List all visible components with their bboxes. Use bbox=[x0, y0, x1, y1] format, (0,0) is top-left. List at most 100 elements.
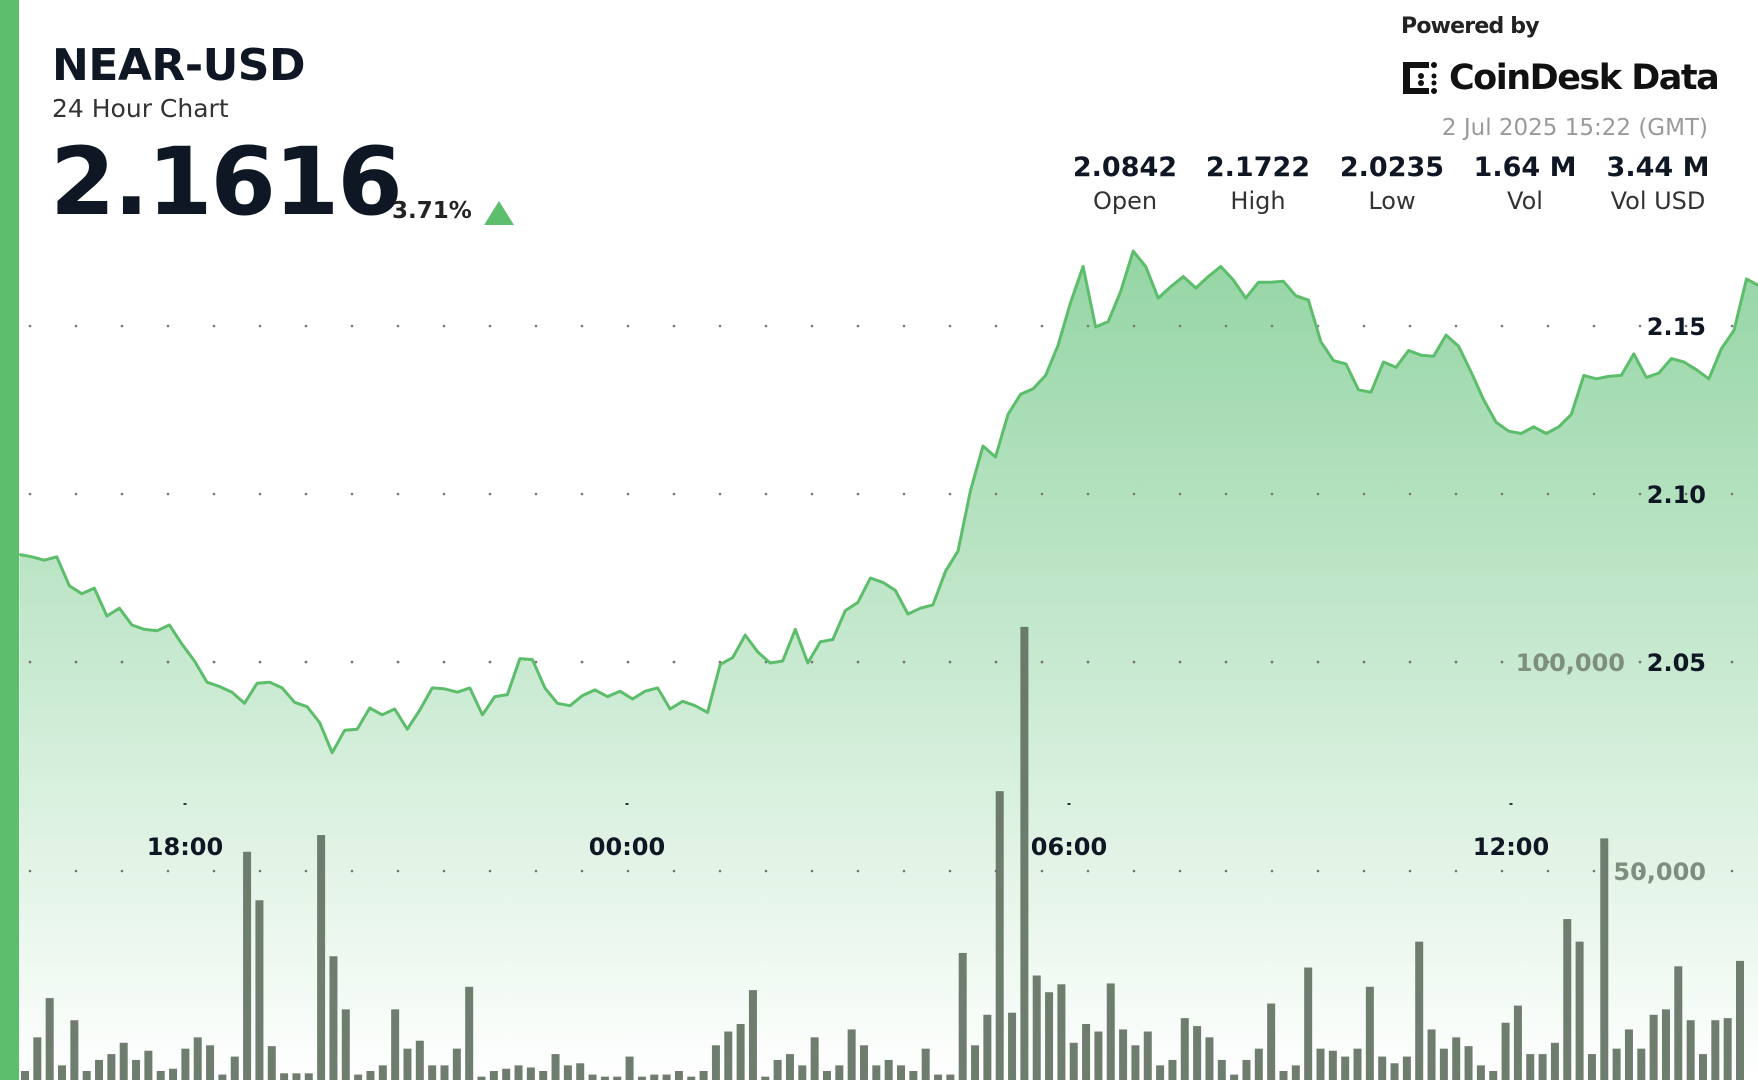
volume-bar bbox=[1180, 1018, 1189, 1080]
volume-tick-label: 100,000 bbox=[1516, 649, 1625, 677]
volume-bar bbox=[1563, 919, 1572, 1080]
volume-gridline-dot bbox=[1132, 869, 1136, 873]
volume-gridline-dot bbox=[1638, 660, 1642, 664]
volume-gridline-dot bbox=[1592, 869, 1596, 873]
price-gridline-dot bbox=[350, 324, 354, 328]
stat-label: High bbox=[1230, 187, 1286, 215]
symbol-title: NEAR-USD bbox=[52, 40, 306, 91]
volume-bar bbox=[255, 900, 264, 1080]
price-gridline-dot bbox=[1086, 492, 1090, 496]
price-gridline-dot bbox=[1454, 324, 1458, 328]
volume-bar bbox=[1489, 1071, 1498, 1080]
price-gridline-dot bbox=[1638, 492, 1642, 496]
volume-gridline-dot bbox=[810, 660, 814, 664]
price-gridline-dot bbox=[1730, 324, 1734, 328]
price-gridline-dot bbox=[74, 324, 78, 328]
volume-bar bbox=[1020, 626, 1029, 1080]
price-gridline-dot bbox=[396, 324, 400, 328]
volume-bar bbox=[748, 990, 757, 1080]
volume-bar bbox=[1575, 941, 1584, 1080]
volume-bar bbox=[600, 1076, 609, 1080]
price-gridline-dot bbox=[120, 324, 124, 328]
volume-bar bbox=[95, 1059, 104, 1080]
price-gridline-dot bbox=[856, 324, 860, 328]
volume-bar bbox=[785, 1054, 794, 1080]
volume-bar bbox=[1094, 1031, 1103, 1080]
volume-gridline-dot bbox=[74, 869, 78, 873]
price-gridline-dot bbox=[304, 324, 308, 328]
volume-bar bbox=[687, 1076, 696, 1080]
price-gridline-dot bbox=[1040, 492, 1044, 496]
price-gridline-dot bbox=[1592, 492, 1596, 496]
volume-gridline-dot bbox=[1546, 869, 1550, 873]
price-gridline-dot bbox=[1270, 492, 1274, 496]
price-gridline-dot bbox=[396, 492, 400, 496]
volume-bar bbox=[280, 1073, 289, 1080]
volume-gridline-dot bbox=[1132, 660, 1136, 664]
volume-bar bbox=[70, 1020, 79, 1080]
volume-gridline-dot bbox=[948, 660, 952, 664]
volume-gridline-dot bbox=[1408, 869, 1412, 873]
volume-bar bbox=[1156, 1065, 1165, 1080]
volume-bar bbox=[1600, 838, 1609, 1080]
volume-bar bbox=[637, 1076, 646, 1080]
stat-vol-usd: 3.44 M Vol USD bbox=[1588, 152, 1728, 215]
volume-bar bbox=[847, 1029, 856, 1080]
volume-bar bbox=[1057, 984, 1066, 1080]
volume-bar bbox=[1119, 1029, 1128, 1080]
price-gridline-dot bbox=[534, 492, 538, 496]
volume-bar bbox=[946, 1074, 955, 1080]
volume-bar bbox=[662, 1074, 671, 1080]
volume-bar bbox=[1464, 1046, 1473, 1080]
price-gridline-dot bbox=[442, 324, 446, 328]
price-gridline-dot bbox=[212, 492, 216, 496]
volume-bar bbox=[1328, 1050, 1337, 1080]
volume-bar bbox=[761, 1076, 770, 1080]
volume-bar bbox=[1131, 1045, 1140, 1080]
time-tick-mark bbox=[625, 803, 629, 805]
volume-bar bbox=[1439, 1048, 1448, 1080]
volume-gridline-dot bbox=[856, 660, 860, 664]
volume-gridline-dot bbox=[810, 869, 814, 873]
change-percent: 3.71% bbox=[392, 198, 472, 224]
volume-gridline-dot bbox=[1362, 869, 1366, 873]
volume-bar bbox=[773, 1059, 782, 1080]
price-gridline-dot bbox=[1362, 492, 1366, 496]
volume-bar bbox=[329, 956, 338, 1080]
volume-gridline-dot bbox=[1316, 869, 1320, 873]
price-gridline-dot bbox=[120, 492, 124, 496]
volume-bar bbox=[1637, 1048, 1646, 1080]
volume-bar bbox=[156, 1071, 165, 1080]
volume-bar bbox=[1008, 1012, 1017, 1080]
volume-bar bbox=[1526, 1054, 1535, 1080]
volume-gridline-dot bbox=[994, 660, 998, 664]
volume-gridline-dot bbox=[1040, 869, 1044, 873]
current-price: 2.1616 bbox=[50, 128, 403, 237]
volume-gridline-dot bbox=[1316, 660, 1320, 664]
price-gridline-dot bbox=[1546, 324, 1550, 328]
price-gridline-dot bbox=[488, 324, 492, 328]
volume-gridline-dot bbox=[718, 869, 722, 873]
price-tick-label: 2.05 bbox=[1647, 649, 1706, 677]
stat-high: 2.1722 High bbox=[1188, 152, 1328, 215]
time-tick-mark bbox=[183, 803, 187, 805]
volume-gridline-dot bbox=[1638, 869, 1642, 873]
volume-gridline-dot bbox=[212, 660, 216, 664]
volume-gridline-dot bbox=[74, 660, 78, 664]
volume-bar bbox=[218, 1074, 227, 1080]
volume-gridline-dot bbox=[120, 660, 124, 664]
price-gridline-dot bbox=[166, 324, 170, 328]
volume-bar bbox=[378, 1065, 387, 1080]
volume-bar bbox=[798, 1065, 807, 1080]
volume-bar bbox=[1550, 1042, 1559, 1080]
volume-bar bbox=[711, 1045, 720, 1080]
volume-bar bbox=[1217, 1059, 1226, 1080]
price-gridline-dot bbox=[1730, 492, 1734, 496]
price-gridline-dot bbox=[304, 492, 308, 496]
timestamp: 2 Jul 2025 15:22 (GMT) bbox=[1441, 115, 1708, 141]
volume-bar bbox=[539, 1071, 548, 1080]
volume-bar bbox=[1168, 1059, 1177, 1080]
volume-bar bbox=[613, 1076, 622, 1080]
price-gridline-dot bbox=[258, 324, 262, 328]
volume-bar bbox=[650, 1074, 659, 1080]
